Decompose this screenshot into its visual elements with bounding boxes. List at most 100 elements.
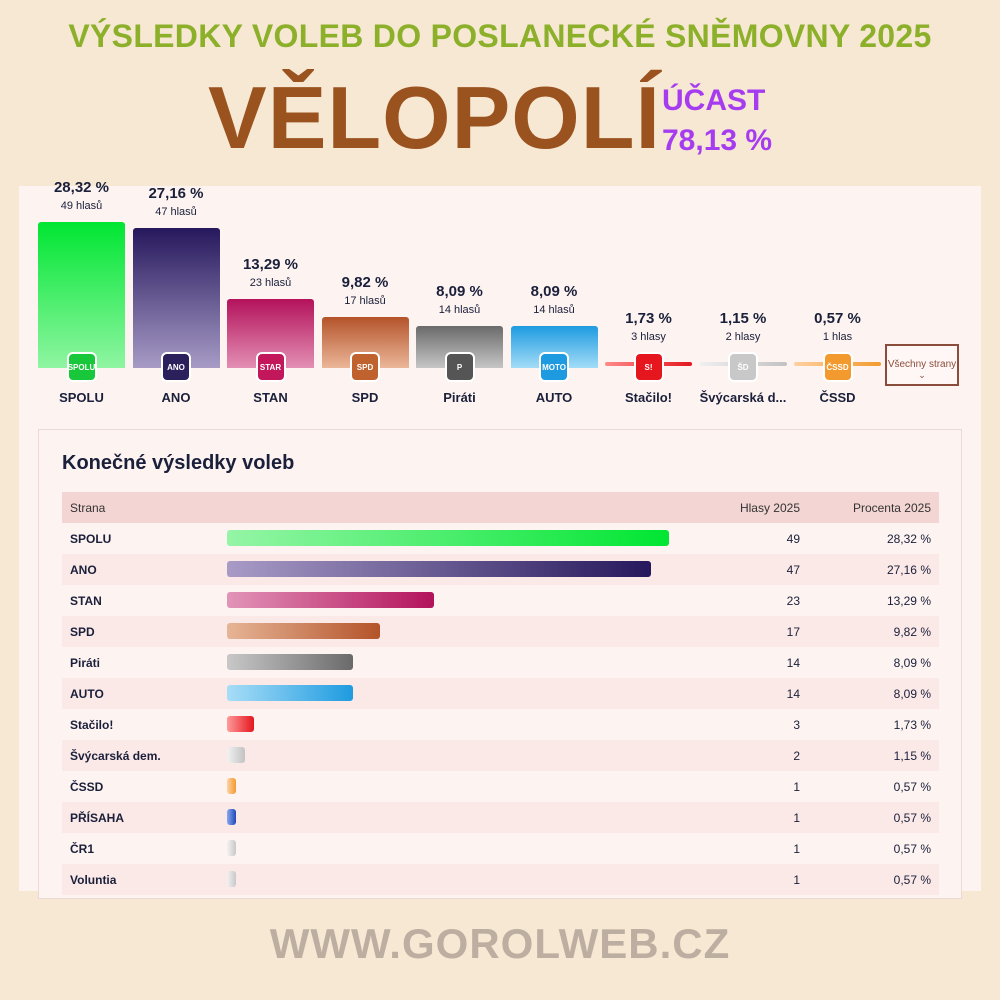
spd-logo-icon: SPD [350, 352, 380, 382]
votes-value: 49 [786, 532, 800, 546]
result-bar [227, 654, 354, 670]
pirati-logo-icon: P [444, 352, 475, 382]
party-name: Voluntia [70, 873, 117, 887]
table-row: ČR1 1 0,57 % [62, 833, 939, 864]
cssd-logo-icon: ČSSD [822, 352, 853, 382]
percent-value: 8,09 % [893, 656, 931, 670]
result-bar [227, 809, 236, 825]
votes-value: 14 [786, 656, 800, 670]
category-label: Švýcarská d... [699, 390, 787, 405]
result-bar [227, 592, 435, 608]
table-row: Piráti 14 8,09 % [62, 647, 939, 678]
party-name: STAN [70, 594, 102, 608]
table-row: Stačilo! 3 1,73 % [62, 709, 939, 740]
result-bar [227, 561, 651, 577]
percent-value: 1,15 % [893, 749, 931, 763]
spolu-logo-icon: SPOLU [66, 352, 97, 382]
percent-value: 0,57 % [893, 842, 931, 856]
votes-value: 14 [786, 687, 800, 701]
bar-votes-label: 17 hlasů [344, 295, 386, 308]
turnout-label: ÚČAST [662, 84, 766, 117]
percent-value: 9,82 % [893, 625, 931, 639]
percent-value: 0,57 % [893, 811, 931, 825]
bar-votes-label: 47 hlasů [155, 205, 197, 218]
bar-votes-label: 14 hlasů [533, 304, 575, 317]
votes-value: 1 [793, 811, 800, 825]
result-bar [227, 871, 236, 887]
party-name: SPD [70, 625, 95, 639]
votes-value: 1 [793, 873, 800, 887]
bar-votes-label: 2 hlasy [725, 331, 761, 343]
table-row: PŘÍSAHA 1 0,57 % [62, 802, 939, 833]
bar-value-label: 1,73 % [625, 310, 672, 327]
votes-value: 23 [786, 594, 800, 608]
stacilo-logo-icon: S! [633, 352, 664, 382]
page-title: VÝSLEDKY VOLEB DO POSLANECKÉ SNĚMOVNY 20… [68, 18, 932, 54]
bar-votes-label: 1 hlas [822, 331, 853, 343]
party-name: Švýcarská dem. [70, 749, 161, 763]
result-bar [227, 747, 245, 763]
town-name: VĚLOPOLÍ [208, 68, 661, 167]
party-name: PŘÍSAHA [70, 811, 125, 825]
bar-value-label: 27,16 % [148, 184, 204, 202]
column-percent: Procenta 2025 [852, 501, 931, 515]
bar-value-label: 1,15 % [719, 310, 767, 327]
party-name: ANO [70, 563, 97, 577]
table-row: SPOLU 49 28,32 % [62, 523, 939, 554]
table-row: ANO 47 27,16 % [62, 554, 939, 585]
percent-value: 8,09 % [893, 687, 931, 701]
party-name: Stačilo! [70, 718, 114, 732]
party-bar-chart: 28,32 % 49 hlasů SPOLU SPOLU 27,16 % 47 hlasů… [19, 179, 981, 416]
bar-votes-label: 49 hlasů [60, 199, 103, 212]
bar-value-label: 8,09 % [530, 283, 578, 301]
stan-logo-icon: STAR [255, 352, 286, 382]
result-bar [227, 778, 236, 794]
party-name: ČR1 [70, 842, 95, 856]
category-label: ANO [161, 390, 191, 405]
auto-logo-icon: MOTO [539, 352, 569, 382]
table-row: STAN 23 13,29 % [62, 585, 939, 616]
category-label: Piráti [443, 390, 476, 405]
table-row: Voluntia 1 0,57 % [62, 864, 939, 895]
party-name: ČSSD [70, 780, 104, 794]
all-parties-label: Všechny strany [887, 359, 957, 370]
svycarska-logo-icon: ŠD [728, 352, 758, 382]
result-bar [227, 840, 236, 856]
result-bar [227, 716, 254, 732]
table-row: AUTO 14 8,09 % [62, 678, 939, 709]
votes-value: 17 [786, 625, 800, 639]
bar-0 [38, 221, 125, 368]
votes-value: 1 [793, 842, 800, 856]
result-bar [227, 530, 669, 546]
bar-votes-label: 3 hlasy [631, 331, 666, 343]
category-label: SPD [351, 390, 379, 405]
column-votes: Hlasy 2025 [739, 501, 800, 515]
footer-website: WWW.GOROLWEB.CZ [269, 920, 731, 967]
bar-votes-label: 14 hlasů [438, 304, 481, 317]
percent-value: 0,57 % [893, 873, 931, 887]
votes-value: 1 [793, 780, 800, 794]
results-title: Konečné výsledky voleb [62, 452, 295, 474]
table-header: Strana Hlasy 2025 Procenta 2025 [62, 492, 939, 523]
category-label: STAN [253, 390, 288, 405]
results-panel: 28,32 % 49 hlasů SPOLU SPOLU 27,16 % 47 hlasů… [19, 179, 981, 899]
category-label: AUTO [535, 390, 573, 405]
bar-value-label: 9,82 % [341, 274, 389, 292]
category-label: ČSSD [819, 390, 856, 405]
table-row: ČSSD 1 0,57 % [62, 771, 939, 802]
all-parties-button[interactable]: Všechny strany ⌄ [885, 344, 959, 386]
ano-logo-icon: ANO [161, 352, 191, 382]
bar-value-label: 0,57 % [814, 310, 861, 327]
result-bar [227, 623, 381, 639]
result-bar [227, 685, 354, 701]
votes-value: 2 [793, 749, 800, 763]
percent-value: 28,32 % [886, 532, 931, 546]
bar-value-label: 8,09 % [436, 283, 483, 301]
category-label: Stačilo! [625, 390, 672, 405]
chevron-down-icon: ⌄ [918, 370, 926, 380]
final-results-card: Konečné výsledky voleb Strana Hlasy 2025… [38, 429, 962, 899]
bar-value-label: 28,32 % [53, 178, 110, 196]
bar-votes-label: 23 hlasů [249, 277, 292, 290]
percent-value: 1,73 % [893, 718, 931, 732]
table-row: SPD 17 9,82 % [62, 616, 939, 647]
